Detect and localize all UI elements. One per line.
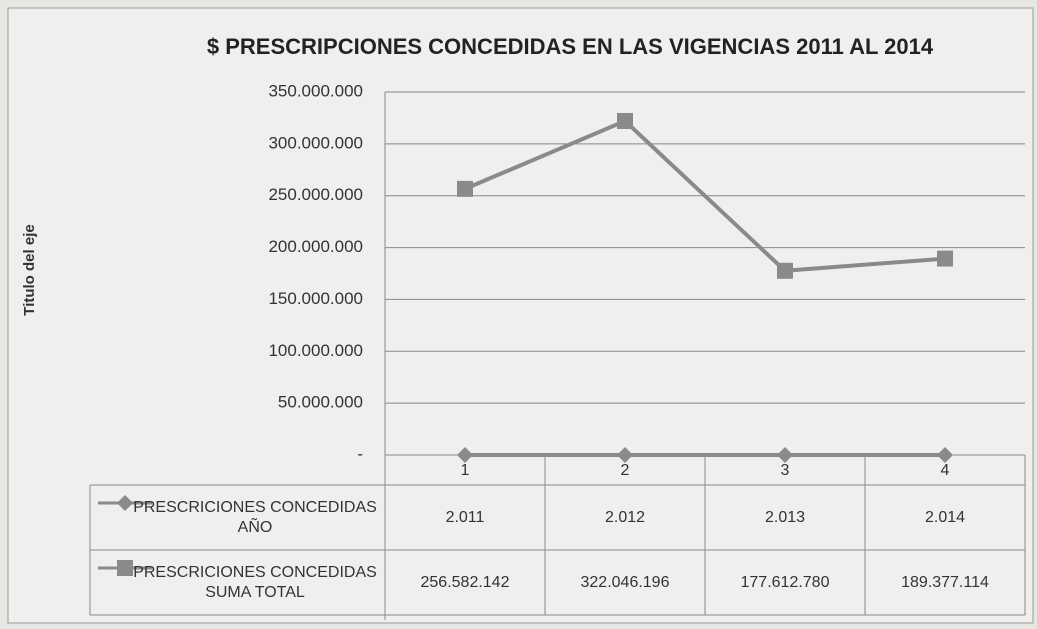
x-tick-label: 3 xyxy=(780,462,790,479)
value-label: 2.011 xyxy=(445,508,485,526)
y-tick-label: 50.000.000 xyxy=(278,393,363,412)
y-tick-label: 150.000.000 xyxy=(268,289,363,308)
chart-frame xyxy=(7,7,1034,624)
value-label: 2.013 xyxy=(764,508,806,526)
point xyxy=(777,446,793,463)
y-tick-label: 300.000.000 xyxy=(268,133,363,152)
y-tick-label: 250.000.000 xyxy=(268,185,363,204)
point xyxy=(777,262,793,279)
point xyxy=(937,446,953,463)
y-axis-label: Titulo del eje xyxy=(21,224,38,315)
point xyxy=(457,446,473,463)
x-tick-label: 4 xyxy=(940,462,950,479)
point xyxy=(937,250,953,267)
value-label: 2.014 xyxy=(924,508,966,526)
legend-label: PRESCRICIONES CONCEDIDAS AÑO xyxy=(133,498,377,536)
legend-label: PRESCRICIONES CONCEDIDAS SUMA TOTAL xyxy=(133,563,377,601)
value-label: 177.612.780 xyxy=(740,573,830,591)
value-label: 2.012 xyxy=(604,508,646,526)
y-tick-label: 200.000.000 xyxy=(268,237,363,256)
point xyxy=(617,446,633,463)
series-line xyxy=(464,118,946,273)
y-tick-label: 100.000.000 xyxy=(268,341,363,360)
y-tick-label: - xyxy=(357,444,363,463)
value-label: 322.046.196 xyxy=(580,573,670,591)
value-label: 256.582.142 xyxy=(420,573,510,591)
legend-marker xyxy=(117,495,133,511)
value-label: 189.377.114 xyxy=(901,573,989,591)
chart-title: $ PRESCRIPCIONES CONCEDIDAS EN LAS VIGEN… xyxy=(207,34,934,59)
y-tick-label: 350.000.000 xyxy=(268,81,363,100)
legend-marker xyxy=(117,560,133,576)
point xyxy=(457,180,473,197)
x-tick-label: 1 xyxy=(460,462,470,479)
point xyxy=(617,112,633,129)
x-tick-label: 2 xyxy=(620,462,630,479)
